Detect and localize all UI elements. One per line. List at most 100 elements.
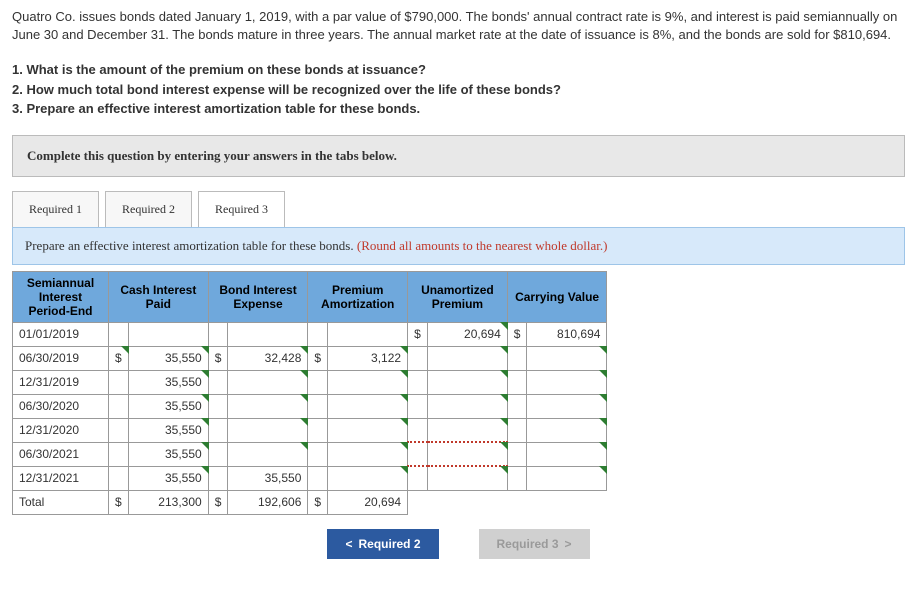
table-row: 06/30/2020 35,550 [13,394,607,418]
cell-input[interactable]: 35,550 [228,466,308,490]
cell-input[interactable] [408,346,428,370]
cell-total: $ [308,490,328,514]
cell-input[interactable] [308,370,328,394]
cell-input[interactable] [427,346,507,370]
cell-input[interactable]: 32,428 [228,346,308,370]
cell-input[interactable]: $ [109,346,129,370]
instruction-bar: Complete this question by entering your … [12,135,905,177]
cell-input[interactable] [427,394,507,418]
cell-input[interactable]: $ [308,346,328,370]
table-row: 06/30/2019 $35,550 $32,428 $3,122 [13,346,607,370]
cell-input[interactable] [208,442,228,466]
cell-input[interactable] [208,466,228,490]
cell-input[interactable] [228,370,308,394]
cell-input[interactable] [408,442,428,466]
check-icon [599,442,607,450]
next-label: Required 3 [497,537,559,551]
cell-input[interactable] [427,370,507,394]
cell-input[interactable] [328,370,408,394]
cell-input[interactable]: $ [408,322,428,346]
cell-input[interactable] [228,442,308,466]
cell-input[interactable] [507,418,527,442]
cell-input[interactable] [408,394,428,418]
cell-input[interactable]: 35,550 [128,466,208,490]
prev-label: Required 2 [358,537,420,551]
cell-input[interactable] [507,346,527,370]
nav-buttons: < Required 2 Required 3 > [12,529,905,559]
cell-input[interactable] [328,394,408,418]
cell-date: 12/31/2019 [13,370,109,394]
cell-input[interactable] [109,322,129,346]
cell-input[interactable] [527,418,607,442]
cell-date: 12/31/2021 [13,466,109,490]
cell-input[interactable]: 35,550 [128,442,208,466]
cell-input[interactable]: 810,694 [527,322,607,346]
cell-input[interactable] [507,466,527,490]
cell-input[interactable] [308,394,328,418]
question-3: 3. Prepare an effective interest amortiz… [12,99,905,119]
cell-input[interactable] [228,418,308,442]
amortization-table: Semiannual Interest Period-End Cash Inte… [12,271,607,515]
cell-input[interactable] [527,370,607,394]
cell-input[interactable] [328,466,408,490]
cell-input[interactable] [328,418,408,442]
cell-input[interactable] [109,394,129,418]
next-button[interactable]: Required 3 > [479,529,590,559]
cell-input[interactable]: 20,694 [427,322,507,346]
cell-input[interactable] [109,442,129,466]
tab-required-3[interactable]: Required 3 [198,191,285,227]
cell-input[interactable] [527,346,607,370]
cell-input[interactable] [128,322,208,346]
cell-input[interactable] [507,394,527,418]
cell-input[interactable] [507,370,527,394]
col-bond-expense: Bond Interest Expense [208,271,308,322]
table-row-total: Total $213,300 $192,606 $20,694 [13,490,607,514]
cell-total-label: Total [13,490,109,514]
cell-input[interactable] [208,370,228,394]
cell-input[interactable] [328,322,408,346]
cell-input[interactable] [228,322,308,346]
cell-input[interactable] [408,466,428,490]
cell-input[interactable] [208,322,228,346]
cell-input[interactable] [208,418,228,442]
cell-date: 01/01/2019 [13,322,109,346]
cell-input[interactable] [427,466,507,490]
cell-input[interactable] [208,394,228,418]
tab-required-1[interactable]: Required 1 [12,191,99,227]
cell-input[interactable] [408,418,428,442]
cell-input[interactable] [308,418,328,442]
tab-required-2[interactable]: Required 2 [105,191,192,227]
cell-total: 213,300 [128,490,208,514]
cell-date: 06/30/2019 [13,346,109,370]
task-instruction: Prepare an effective interest amortizati… [12,227,905,265]
cell-input[interactable] [427,442,507,466]
cell-input[interactable]: 35,550 [128,346,208,370]
check-icon [599,418,607,426]
cell-input[interactable] [408,370,428,394]
cell-input[interactable]: $ [208,346,228,370]
cell-input[interactable] [109,370,129,394]
cell-input[interactable]: 35,550 [128,418,208,442]
prev-button[interactable]: < Required 2 [327,529,438,559]
cell-input[interactable] [527,466,607,490]
cell-input[interactable] [427,418,507,442]
cell-input[interactable] [308,442,328,466]
question-list: 1. What is the amount of the premium on … [12,60,905,119]
cell-input[interactable] [507,442,527,466]
table-row: 12/31/2021 35,550 35,550 [13,466,607,490]
cell-input[interactable] [228,394,308,418]
cell-input[interactable] [109,466,129,490]
cell-input[interactable]: $ [507,322,527,346]
cell-input[interactable] [109,418,129,442]
cell-input[interactable] [308,466,328,490]
cell-input[interactable]: 3,122 [328,346,408,370]
question-1: 1. What is the amount of the premium on … [12,60,905,80]
cell-input[interactable] [308,322,328,346]
table-row: 12/31/2019 35,550 [13,370,607,394]
cell-input[interactable]: 35,550 [128,370,208,394]
cell-input[interactable] [527,394,607,418]
table-row: 01/01/2019 $20,694 $810,694 [13,322,607,346]
cell-input[interactable] [527,442,607,466]
cell-input[interactable] [328,442,408,466]
cell-input[interactable]: 35,550 [128,394,208,418]
